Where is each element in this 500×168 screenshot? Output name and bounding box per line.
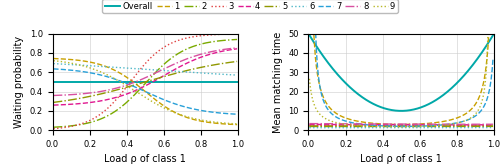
Y-axis label: Waiting probability: Waiting probability <box>14 36 24 128</box>
Y-axis label: Mean matching time: Mean matching time <box>272 31 282 133</box>
X-axis label: Load ρ of class 1: Load ρ of class 1 <box>360 155 442 164</box>
X-axis label: Load ρ of class 1: Load ρ of class 1 <box>104 155 186 164</box>
Legend: Overall, 1, 2, 3, 4, 5, 6, 7, 8, 9: Overall, 1, 2, 3, 4, 5, 6, 7, 8, 9 <box>102 0 398 13</box>
